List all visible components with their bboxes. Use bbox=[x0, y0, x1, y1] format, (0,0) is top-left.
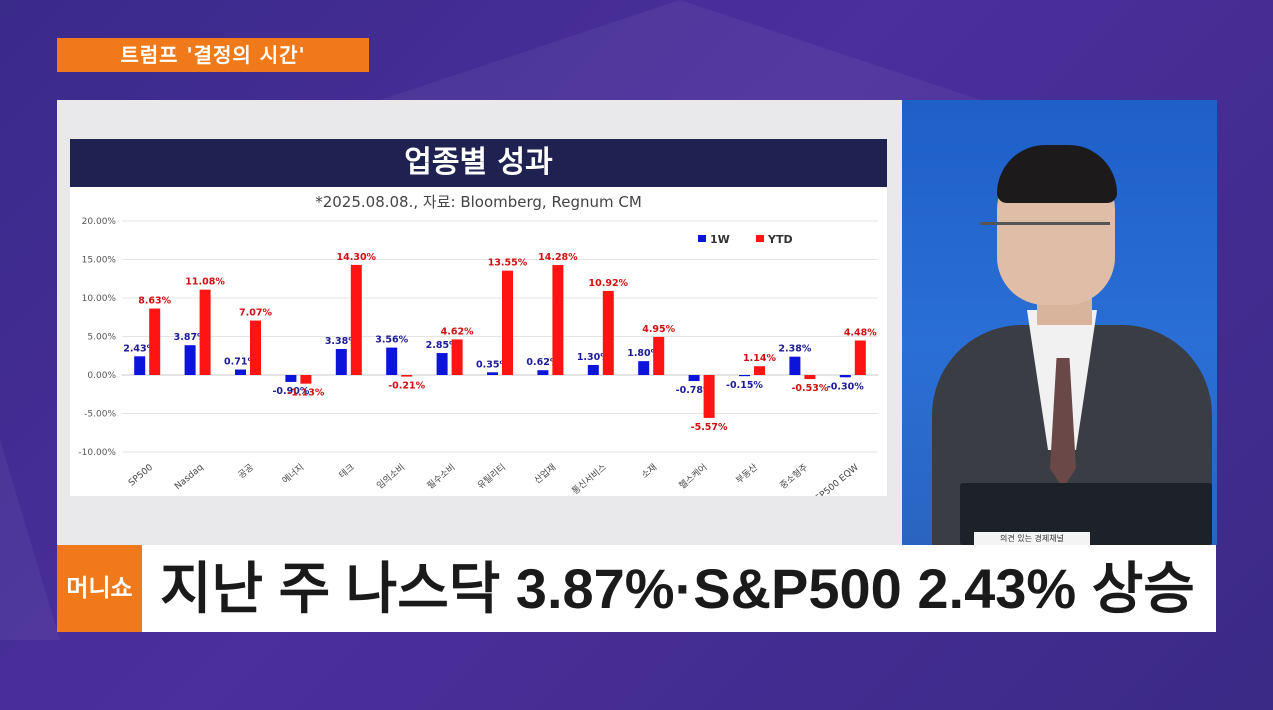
data-label-ytd: 4.95% bbox=[642, 324, 675, 335]
legend-label-1w: 1W bbox=[710, 233, 730, 246]
bar-ytd bbox=[350, 264, 362, 375]
data-label-1w: 3.56% bbox=[375, 335, 408, 346]
data-label-ytd: 8.63% bbox=[138, 296, 171, 307]
legend-swatch-1w bbox=[698, 235, 706, 242]
bar-ytd bbox=[552, 265, 564, 375]
data-label-1w: 1.30% bbox=[577, 352, 610, 363]
bar-ytd bbox=[602, 290, 614, 375]
data-label-ytd: -1.13% bbox=[287, 388, 324, 399]
background-shape bbox=[0, 440, 60, 640]
data-label-ytd: 14.28% bbox=[538, 252, 578, 263]
bar-1w bbox=[184, 345, 196, 375]
legend-swatch-ytd bbox=[756, 235, 764, 242]
bar-ytd bbox=[250, 320, 261, 375]
bar-1w bbox=[587, 364, 599, 375]
data-label-ytd: 4.48% bbox=[844, 328, 877, 339]
presenter-video: 의견 있는 경제채널 bbox=[902, 100, 1217, 545]
x-category-label: Nasdaq bbox=[173, 463, 205, 492]
bar-ytd bbox=[149, 308, 161, 375]
data-label-1w: -0.30% bbox=[827, 381, 864, 392]
headline-text: 지난 주 나스닥 3.87%·S&P500 2.43% 상승 bbox=[160, 557, 1195, 620]
topic-banner: 트럼프 '결정의 시간' bbox=[57, 38, 369, 72]
bar-ytd bbox=[703, 375, 715, 418]
data-label-1w: 3.87% bbox=[174, 332, 207, 343]
y-tick-label: -10.00% bbox=[78, 448, 116, 458]
data-label-ytd: 4.62% bbox=[441, 326, 474, 337]
legend-label-ytd: YTD bbox=[767, 233, 793, 246]
data-label-1w: 0.71% bbox=[224, 357, 257, 368]
bar-1w bbox=[436, 353, 448, 375]
data-label-1w: 3.38% bbox=[325, 336, 358, 347]
data-label-1w: -0.78% bbox=[676, 385, 713, 396]
bar-ytd bbox=[199, 289, 211, 375]
data-label-1w: -0.15% bbox=[726, 380, 763, 391]
headline-bar bbox=[57, 545, 1216, 632]
data-label-1w: 2.85% bbox=[426, 340, 459, 351]
bar-1w bbox=[386, 347, 398, 375]
data-label-ytd: -0.21% bbox=[388, 381, 425, 392]
background-shape bbox=[380, 0, 980, 100]
presenter-hair bbox=[997, 145, 1117, 203]
y-tick-label: 0.00% bbox=[87, 371, 116, 381]
data-label-ytd: 13.55% bbox=[488, 258, 528, 269]
x-category-label: 에너지 bbox=[280, 462, 306, 486]
y-tick-label: 10.00% bbox=[82, 294, 117, 304]
bar-ytd bbox=[401, 375, 413, 377]
bar-1w bbox=[285, 375, 297, 382]
data-label-1w: 2.43% bbox=[123, 343, 156, 354]
y-tick-label: 20.00% bbox=[82, 217, 117, 227]
chart-subtitle: *2025.08.08., 자료: Bloomberg, Regnum CM bbox=[315, 193, 642, 211]
bar-1w bbox=[537, 370, 549, 375]
x-category-label: 산업재 bbox=[532, 462, 558, 486]
data-label-1w: 0.35% bbox=[476, 359, 509, 370]
x-category-label: 부동산 bbox=[734, 462, 760, 486]
bar-1w bbox=[789, 356, 801, 375]
data-label-ytd: -5.57% bbox=[691, 422, 728, 433]
x-category-label: SP500 EQW bbox=[814, 463, 861, 496]
x-category-label: 유틸리티 bbox=[475, 462, 507, 492]
x-category-label: 테크 bbox=[337, 462, 357, 481]
y-tick-label: 5.00% bbox=[87, 333, 116, 343]
bar-1w bbox=[839, 375, 851, 378]
bar-1w bbox=[638, 361, 650, 375]
y-tick-label: -5.00% bbox=[84, 410, 116, 420]
bar-1w bbox=[235, 369, 246, 375]
data-label-1w: 1.80% bbox=[627, 348, 660, 359]
bar-1w bbox=[688, 375, 700, 382]
bar-ytd bbox=[300, 375, 312, 384]
x-category-label: SP500 bbox=[127, 462, 155, 488]
data-label-ytd: 11.08% bbox=[185, 277, 225, 288]
data-label-ytd: 1.14% bbox=[743, 353, 776, 364]
bar-ytd bbox=[754, 366, 765, 375]
bar-1w bbox=[487, 372, 498, 375]
bar-ytd bbox=[502, 270, 513, 375]
data-label-ytd: -0.53% bbox=[791, 383, 828, 394]
x-category-label: 중소형주 bbox=[778, 462, 810, 492]
x-category-label: 공공 bbox=[236, 462, 256, 481]
bar-ytd bbox=[804, 375, 816, 380]
presenter-glasses bbox=[980, 222, 1110, 255]
data-label-1w: -0.90% bbox=[272, 386, 309, 397]
data-label-ytd: 14.30% bbox=[337, 252, 377, 263]
bar-1w bbox=[739, 375, 750, 377]
data-label-1w: 0.62% bbox=[526, 357, 559, 368]
bar-1w bbox=[134, 356, 146, 375]
data-label-1w: 2.38% bbox=[778, 344, 811, 355]
x-category-label: 통신서비스 bbox=[570, 462, 609, 496]
laptop-label: 의견 있는 경제채널 bbox=[974, 532, 1090, 545]
x-category-label: 필수소비 bbox=[424, 461, 457, 491]
channel-logo: 머니쇼 bbox=[57, 545, 142, 632]
bar-ytd bbox=[854, 340, 866, 375]
data-label-ytd: 7.07% bbox=[239, 308, 272, 319]
x-category-label: 소재 bbox=[639, 462, 659, 481]
x-category-label: 임의소비 bbox=[374, 461, 407, 491]
y-tick-label: 15.00% bbox=[82, 256, 117, 266]
bar-1w bbox=[335, 348, 347, 375]
bar-ytd bbox=[451, 339, 463, 375]
x-category-label: 헬스케어 bbox=[677, 462, 709, 492]
bar-ytd bbox=[653, 336, 665, 375]
chart-title: 업종별 성과 bbox=[70, 139, 887, 187]
data-label-ytd: 10.92% bbox=[589, 278, 629, 289]
sector-performance-chart: 20.00% 15.00% 10.00% 5.00% 0.00% -5.00% -10.00… bbox=[78, 217, 878, 496]
